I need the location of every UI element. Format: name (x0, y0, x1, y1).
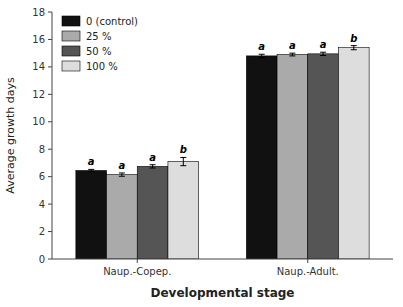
significance-label: a (88, 156, 95, 167)
error-bar (259, 54, 265, 57)
y-tick (48, 12, 52, 13)
x-tick-label: Naup.-Adult. (277, 266, 339, 277)
y-tick-label: 10 (32, 116, 45, 127)
y-tick (48, 121, 52, 122)
chart: 0 2 4 6 8 10 12 14 16 18 a a a a a a b b Naup.-Copep. Naup.… (0, 0, 403, 307)
y-tick (48, 66, 52, 67)
x-axis-title: Developmental stage (150, 286, 294, 300)
legend-swatch (62, 61, 80, 71)
legend-label: 50 % (86, 46, 111, 57)
y-tick (48, 149, 52, 150)
y-tick-label: 16 (32, 34, 45, 45)
bar (246, 56, 277, 259)
significance-label: a (119, 160, 126, 171)
legend-swatch (62, 16, 80, 26)
x-tick (137, 259, 138, 263)
bar (107, 175, 138, 259)
bar (338, 48, 369, 259)
y-tick (48, 204, 52, 205)
y-tick (48, 231, 52, 232)
y-axis-title: Average growth days (4, 77, 17, 194)
y-tick-label: 6 (39, 171, 45, 182)
significance-label: a (258, 41, 265, 52)
error-bar (150, 165, 156, 168)
x-tick-label: Naup.-Copep. (103, 266, 171, 277)
y-tick-label: 12 (32, 89, 45, 100)
error-bar (289, 53, 295, 56)
bar (308, 54, 339, 259)
y-tick-label: 2 (39, 226, 45, 237)
legend-label: 0 (control) (86, 16, 138, 27)
y-tick-label: 0 (39, 254, 45, 265)
error-bar (351, 46, 357, 50)
bar (168, 162, 199, 259)
y-tick-label: 18 (32, 7, 45, 18)
x-axis (52, 259, 393, 260)
significance-label: b (350, 33, 357, 44)
y-tick (48, 176, 52, 177)
error-bar (119, 173, 125, 176)
y-tick (48, 259, 52, 260)
y-axis (52, 12, 53, 259)
plot-area (76, 46, 369, 259)
legend: 0 (control) 25 % 50 % 100 % (62, 16, 138, 72)
error-bar (320, 52, 326, 55)
bar (277, 55, 308, 259)
legend-swatch (62, 46, 80, 56)
significance-label: a (149, 152, 156, 163)
significance-label: b (180, 144, 187, 155)
y-tick (48, 39, 52, 40)
legend-label: 25 % (86, 31, 111, 42)
error-bar (180, 157, 186, 165)
significance-label: a (289, 40, 296, 51)
significance-label: a (320, 39, 327, 50)
y-tick-label: 8 (39, 144, 45, 155)
x-tick (307, 259, 308, 263)
y-tick (48, 94, 52, 95)
bar (137, 166, 168, 259)
legend-swatch (62, 31, 80, 41)
bar (76, 170, 107, 259)
y-tick-label: 14 (32, 61, 45, 72)
error-bar (88, 169, 94, 171)
y-tick-label: 4 (39, 199, 45, 210)
legend-label: 100 % (86, 61, 118, 72)
chart-container: 0 2 4 6 8 10 12 14 16 18 a a a a a a b b Naup.-Copep. Naup.… (0, 0, 403, 307)
